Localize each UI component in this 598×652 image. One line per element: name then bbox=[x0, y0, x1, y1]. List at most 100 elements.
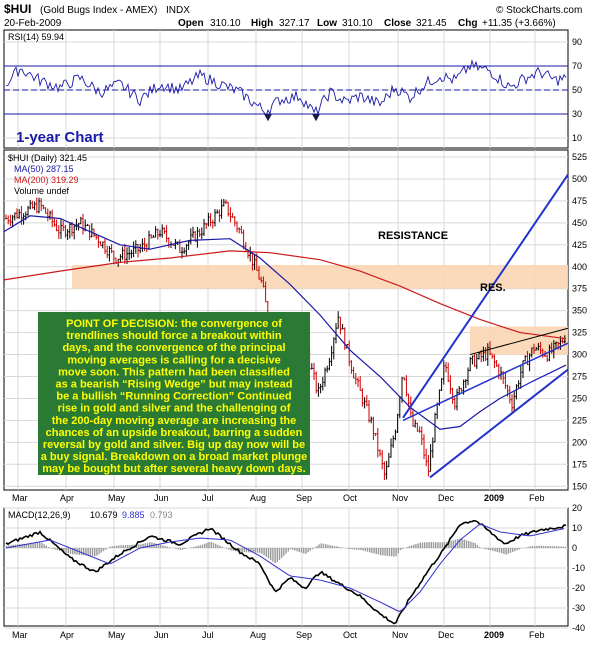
macd-hist-bar bbox=[175, 548, 176, 549]
annotation-line: POINT OF DECISION: the convergence of bbox=[66, 318, 282, 330]
price-tick-label: 150 bbox=[572, 481, 587, 491]
month-label-lower: Dec bbox=[438, 630, 455, 640]
macd-hist-bar bbox=[338, 547, 339, 548]
low-label: Low bbox=[317, 18, 337, 29]
rsi-tick-label: 70 bbox=[572, 61, 582, 71]
macd-hist-bar bbox=[316, 546, 317, 548]
month-label-upper: Mar bbox=[12, 493, 28, 503]
price-legend: $HUI (Daily) 321.45 bbox=[8, 153, 87, 163]
macd-hist-bar bbox=[129, 545, 130, 548]
macd-hist-bar bbox=[477, 545, 478, 548]
macd-hist-bar bbox=[202, 545, 203, 548]
macd-hist-bar bbox=[244, 548, 245, 552]
price-tick-label: 450 bbox=[572, 218, 587, 228]
macd-hist-bar bbox=[367, 548, 368, 552]
month-label-lower: Jun bbox=[154, 630, 169, 640]
month-label-lower: May bbox=[108, 630, 126, 640]
macd-hist-bar bbox=[279, 548, 280, 560]
macd-hist-bar bbox=[211, 542, 212, 548]
macd-hist-bar bbox=[442, 542, 443, 548]
annotation-line: move soon. This pattern had been classif… bbox=[58, 366, 290, 378]
macd-hist-bar bbox=[261, 548, 262, 554]
macd-hist-bar bbox=[393, 548, 394, 557]
macd-hist-bar bbox=[191, 547, 192, 548]
macd-hist-bar bbox=[351, 548, 352, 549]
macd-hist-bar bbox=[270, 548, 271, 560]
ma50-legend: MA(50) 287.15 bbox=[14, 164, 74, 174]
month-label-upper: Jun bbox=[154, 493, 169, 503]
price-tick-label: 300 bbox=[572, 350, 587, 360]
macd-hist-bar bbox=[255, 548, 256, 553]
annotation-line: trendlines should force a breakout withi… bbox=[66, 330, 281, 342]
macd-hist-bar bbox=[402, 548, 403, 549]
month-label-upper: Dec bbox=[438, 493, 455, 503]
macd-hist-bar bbox=[94, 548, 95, 556]
macd-hist-bar bbox=[41, 543, 42, 548]
macd-hist-bar bbox=[347, 548, 348, 549]
rsi-tick-label: 10 bbox=[572, 133, 582, 143]
rsi-tick-label: 50 bbox=[572, 85, 582, 95]
macd-hist-bar bbox=[426, 542, 427, 548]
macd-hist-bar bbox=[472, 542, 473, 548]
macd-hist-bar bbox=[312, 548, 313, 549]
macd-hist-bar bbox=[219, 546, 220, 548]
macd-hist-bar bbox=[433, 542, 434, 548]
month-label-lower: Jul bbox=[202, 630, 214, 640]
macd-hist-bar bbox=[226, 548, 227, 549]
macd-hist-bar bbox=[400, 548, 401, 550]
macd-hist-bar bbox=[521, 548, 522, 549]
macd-hist-bar bbox=[450, 541, 451, 548]
macd-hist-bar bbox=[565, 547, 566, 548]
macd-tick-label: -20 bbox=[572, 583, 585, 593]
macd-hist-bar bbox=[494, 548, 495, 551]
macd-hist-bar bbox=[552, 546, 553, 548]
macd-tick-label: -10 bbox=[572, 563, 585, 573]
macd-hist-bar bbox=[514, 548, 515, 551]
macd-hist-bar bbox=[483, 548, 484, 549]
macd-tick-label: -40 bbox=[572, 623, 585, 633]
macd-hist-bar bbox=[464, 540, 465, 548]
macd-hist-bar bbox=[281, 548, 282, 558]
macd-hist-bar bbox=[54, 548, 55, 550]
macd-hist-bar bbox=[437, 542, 438, 548]
macd-hist-bar bbox=[81, 548, 82, 555]
macd-hist-bar bbox=[228, 548, 229, 550]
macd-hist-bar bbox=[362, 548, 363, 551]
macd-hist-bar bbox=[371, 548, 372, 553]
macd-hist-bar bbox=[103, 548, 104, 551]
month-label-lower: Mar bbox=[12, 630, 28, 640]
macd-hist-bar bbox=[556, 546, 557, 548]
price-tick-label: 400 bbox=[572, 262, 587, 272]
macd-hist-bar bbox=[510, 548, 511, 553]
macd-hist-bar bbox=[525, 547, 526, 548]
price-tick-label: 500 bbox=[572, 174, 587, 184]
macd-hist-bar bbox=[147, 543, 148, 548]
macd-hist-bar bbox=[461, 539, 462, 548]
macd-hist-bar bbox=[123, 545, 124, 548]
macd-tick-label: 20 bbox=[572, 503, 582, 513]
low-value: 310.10 bbox=[342, 18, 373, 29]
macd-hist-bar bbox=[321, 543, 322, 548]
macd-hist-bar bbox=[283, 548, 284, 556]
macd-hist-bar bbox=[422, 542, 423, 548]
annotation-line: the 200-day moving average are increasin… bbox=[52, 415, 297, 427]
macd-hist-bar bbox=[532, 546, 533, 548]
rsi-tick-label: 90 bbox=[572, 37, 582, 47]
macd-hist-bar bbox=[387, 548, 388, 556]
price-tick-label: 425 bbox=[572, 240, 587, 250]
macd-hist-bar bbox=[178, 548, 179, 549]
open-value: 310.10 bbox=[210, 18, 241, 29]
price-tick-label: 275 bbox=[572, 372, 587, 382]
macd-hist-bar bbox=[538, 546, 539, 548]
annotation-line: days, and the convergence of the princip… bbox=[62, 342, 285, 354]
macd-hist-bar bbox=[35, 543, 36, 548]
macd-hist-bar bbox=[164, 546, 165, 548]
macd-hist-bar bbox=[277, 548, 278, 562]
macd-hist-bar bbox=[492, 548, 493, 551]
macd-hist-bar bbox=[501, 548, 502, 553]
macd-hist-bar bbox=[505, 548, 506, 555]
macd-hist-bar bbox=[380, 548, 381, 555]
price-tick-label: 175 bbox=[572, 459, 587, 469]
macd-hist-bar bbox=[382, 548, 383, 555]
